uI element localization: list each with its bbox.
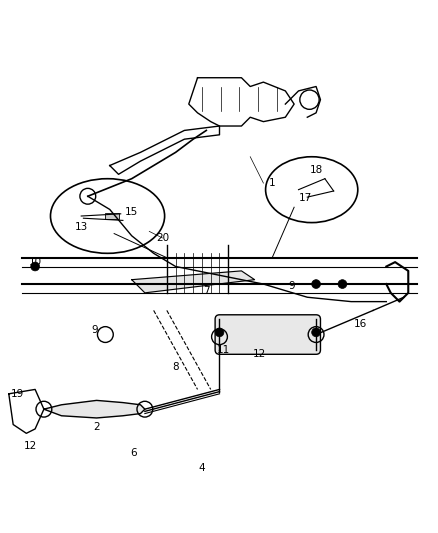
Text: 12: 12	[24, 441, 37, 451]
Circle shape	[311, 280, 320, 288]
Text: 18: 18	[309, 165, 322, 175]
Text: 12: 12	[252, 349, 265, 359]
FancyBboxPatch shape	[215, 315, 320, 354]
Text: 16: 16	[353, 319, 366, 328]
Circle shape	[337, 280, 346, 288]
Text: 8: 8	[172, 362, 179, 373]
Text: 17: 17	[298, 193, 311, 204]
Text: 20: 20	[155, 233, 169, 243]
Polygon shape	[44, 400, 145, 418]
Text: 2: 2	[93, 422, 100, 432]
Text: 11: 11	[217, 345, 230, 355]
Text: 9: 9	[288, 281, 295, 291]
Circle shape	[31, 262, 39, 271]
Polygon shape	[131, 271, 254, 293]
Text: 4: 4	[198, 463, 205, 473]
Text: 9: 9	[91, 325, 98, 335]
Bar	[105, 213, 118, 219]
Text: 7: 7	[202, 286, 209, 296]
Text: 10: 10	[28, 257, 42, 267]
Text: 6: 6	[130, 448, 137, 458]
Text: 13: 13	[74, 222, 88, 232]
Text: 1: 1	[268, 178, 275, 188]
Circle shape	[215, 328, 223, 337]
Text: 19: 19	[11, 389, 24, 399]
Circle shape	[311, 328, 320, 337]
Text: 15: 15	[125, 207, 138, 216]
